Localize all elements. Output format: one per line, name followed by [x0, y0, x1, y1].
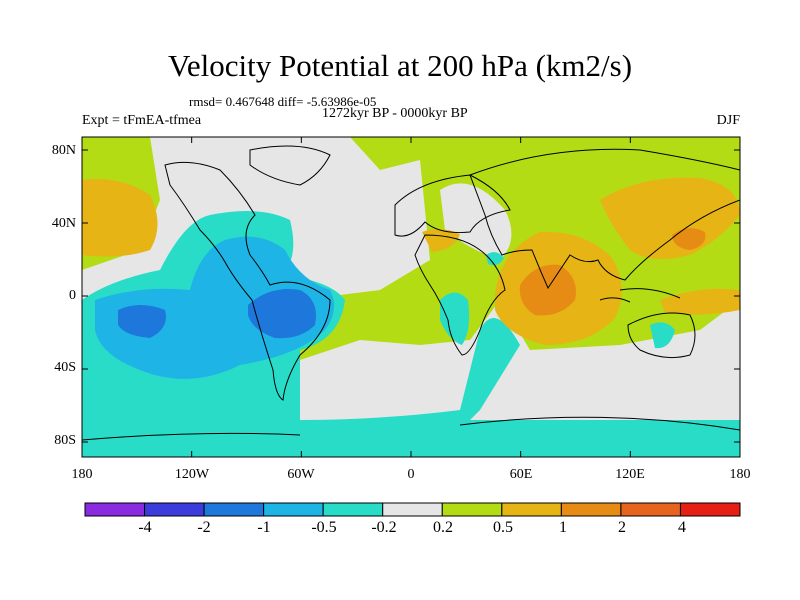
neutral-region-africa	[440, 183, 512, 260]
colorbar-swatch	[441, 502, 503, 517]
moderate-positive-region-east-pacific	[660, 288, 740, 315]
weak-negative-region-arabia	[486, 252, 504, 266]
colorbar-swatch	[560, 502, 622, 517]
y-tick-label-40s: 40S	[54, 360, 76, 375]
y-tick-label-80s: 80S	[54, 433, 76, 448]
colorbar-label: 4	[678, 519, 686, 536]
colorbar-swatch	[679, 502, 741, 517]
x-tick-label-180e: 180	[729, 467, 751, 482]
colorbar-label: -1	[257, 519, 271, 536]
x-tick-label-180w: 180	[71, 467, 93, 482]
x-tick-label-0: 0	[407, 467, 415, 482]
strong-positive-region-indian-ocean	[519, 264, 576, 316]
weak-negative-region-africa	[440, 292, 470, 345]
strong-positive-region-asia	[672, 228, 706, 250]
contour-field	[82, 137, 740, 457]
colorbar-label: -4	[138, 519, 152, 536]
y-tick-label-40n: 40N	[51, 216, 76, 231]
colorbar-label: 2	[618, 519, 626, 536]
colorbar-swatch	[620, 502, 681, 517]
period-label: 1272kyr BP - 0000kyr BP	[322, 106, 468, 121]
weak-negative-region-australia	[650, 322, 675, 349]
chart-title: Velocity Potential at 200 hPa (km2/s)	[167, 48, 633, 83]
season-label: DJF	[716, 113, 740, 128]
x-tick-label-60w: 60W	[287, 467, 315, 482]
axis-ticks	[81, 137, 741, 457]
colorbar	[84, 502, 741, 517]
colorbar-label: -0.5	[311, 519, 337, 536]
colorbar-swatch	[263, 502, 324, 517]
colorbar-swatch	[144, 502, 205, 517]
colorbar-label: 1	[559, 519, 567, 536]
neutral-region-southern	[300, 300, 740, 440]
moderate-positive-region-north-pacific	[82, 179, 158, 257]
stats-line: rmsd= 0.467648 diff= -5.63986e-05	[189, 94, 377, 109]
colorbar-swatch	[203, 502, 265, 517]
coastlines	[82, 145, 740, 441]
strong-negative-region-east-pacific	[118, 305, 166, 338]
colorbar-label: 0.2	[433, 519, 453, 536]
y-tick-label-0: 0	[69, 288, 76, 303]
experiment-label: Expt = tFmEA-tfmea	[82, 113, 202, 128]
colorbar-label: -2	[197, 519, 211, 536]
x-tick-label-60e: 60E	[509, 467, 533, 482]
colorbar-swatch	[84, 502, 146, 517]
x-tick-label-120w: 120W	[174, 467, 210, 482]
colorbar-swatch	[501, 502, 562, 517]
strong-negative-region-amazon	[248, 289, 316, 339]
colorbar-swatch	[382, 502, 443, 517]
colorbar-label: -0.2	[371, 519, 397, 536]
colorbar-swatch	[322, 502, 384, 517]
colorbar-label: 0.5	[493, 519, 513, 536]
y-tick-label-80n: 80N	[51, 143, 76, 158]
moderate-negative-region	[95, 236, 334, 379]
x-tick-label-120e: 120E	[615, 467, 645, 482]
